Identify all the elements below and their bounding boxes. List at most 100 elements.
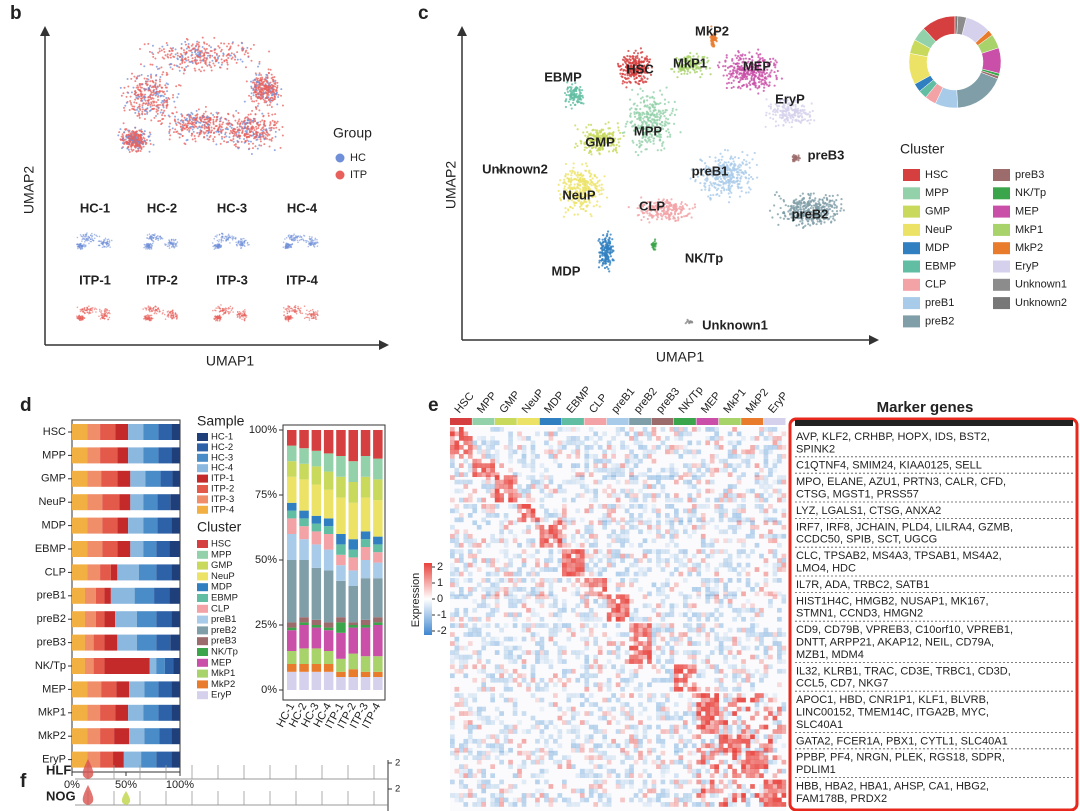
- cell-dot: [228, 136, 231, 139]
- cell-dot: [222, 312, 225, 314]
- cell-dot: [216, 234, 218, 236]
- cell-dot: [150, 98, 153, 101]
- cell-dot: [142, 308, 144, 310]
- cell-dot: [149, 310, 151, 313]
- cell-dot: [619, 72, 622, 75]
- cell-dot: [269, 97, 272, 100]
- cell-dot: [201, 51, 204, 54]
- cell-dot: [297, 241, 299, 243]
- cell-dot: [586, 180, 589, 183]
- cell-dot: [227, 233, 230, 236]
- cell-dot: [169, 311, 172, 313]
- cell-dot: [173, 239, 175, 242]
- cell-dot: [150, 309, 153, 312]
- cell-dot: [198, 117, 201, 120]
- cell-dot: [635, 76, 638, 79]
- cell-dot: [631, 88, 634, 91]
- cell-dot: [142, 132, 145, 135]
- colorbar-label: Expression: [410, 573, 422, 627]
- cell-dot: [576, 182, 579, 185]
- cell-dot: [220, 135, 223, 138]
- cell-dot: [159, 94, 162, 97]
- cell-dot: [261, 97, 264, 100]
- cell-dot: [598, 179, 601, 182]
- cell-dot: [171, 68, 174, 71]
- cell-dot: [288, 306, 290, 309]
- cell-dot: [228, 132, 231, 135]
- cell-dot: [246, 139, 249, 142]
- cell-dot: [232, 115, 235, 118]
- cell-dot: [141, 108, 144, 111]
- cell-dot: [193, 116, 196, 119]
- cell-dot: [272, 87, 275, 90]
- cell-dot: [683, 215, 686, 218]
- cell-dot: [103, 314, 106, 316]
- cell-dot: [262, 84, 265, 87]
- umap-b: [76, 36, 319, 323]
- cell-dot: [659, 89, 662, 92]
- cell-dot: [163, 114, 166, 117]
- cell-dot: [673, 113, 676, 116]
- cell-dot: [220, 241, 223, 243]
- cell-dot: [248, 147, 251, 150]
- cell-dot: [142, 102, 145, 105]
- cell-dot: [147, 245, 150, 247]
- cell-dot: [103, 317, 106, 320]
- cell-dot: [155, 235, 158, 238]
- cell-dot: [254, 120, 257, 123]
- cell-dot: [205, 47, 208, 50]
- cell-dot: [178, 136, 181, 139]
- cell-dot: [146, 104, 149, 107]
- cell-dot: [260, 73, 263, 76]
- cell-dot: [168, 115, 171, 118]
- cell-dot: [201, 45, 204, 48]
- cell-dot: [219, 244, 221, 247]
- cell-dot: [635, 143, 638, 147]
- cell-dot: [215, 319, 217, 322]
- cell-dot: [194, 45, 197, 48]
- cell-dot: [292, 238, 295, 241]
- cell-dot: [308, 313, 311, 315]
- cell-dot: [677, 207, 681, 210]
- cell-dot: [177, 83, 180, 86]
- cell-dot: [570, 171, 573, 175]
- cell-dot: [134, 145, 137, 148]
- cell-dot: [246, 46, 249, 49]
- cell-dot: [149, 105, 152, 108]
- cell-dot: [171, 310, 174, 312]
- cell-dot: [249, 122, 252, 125]
- cell-dot: [270, 139, 273, 142]
- cell-dot: [291, 310, 294, 312]
- cell-dot: [202, 131, 205, 134]
- cell-dot: [165, 82, 168, 85]
- cell-dot: [170, 314, 173, 317]
- cell-dot: [156, 112, 159, 115]
- cell-dot: [245, 133, 248, 136]
- cell-dot: [257, 96, 260, 99]
- cell-dot: [253, 129, 256, 132]
- cell-dot: [212, 245, 214, 248]
- cell-dot: [176, 241, 179, 243]
- cell-dot: [219, 319, 221, 321]
- cell-dot: [589, 123, 593, 126]
- cell-dot: [303, 305, 306, 307]
- cell-dot: [255, 91, 258, 94]
- cell-dot: [288, 234, 290, 236]
- cell-dot: [576, 171, 579, 174]
- cell-dot: [247, 55, 250, 58]
- cell-dot: [76, 315, 78, 317]
- cell-dot: [148, 98, 151, 101]
- cell-dot: [239, 58, 242, 61]
- cell-dot: [198, 45, 201, 48]
- cell-dot: [648, 116, 652, 119]
- cell-dot: [228, 122, 231, 125]
- cell-dot: [576, 176, 579, 179]
- cell-dot: [223, 42, 226, 45]
- cell-dot: [151, 104, 154, 107]
- cell-dot: [158, 67, 161, 70]
- cell-dot: [140, 90, 143, 93]
- cell-dot: [95, 234, 97, 237]
- cell-dot: [247, 133, 250, 136]
- cell-dot: [621, 73, 625, 76]
- cell-dot: [246, 241, 249, 244]
